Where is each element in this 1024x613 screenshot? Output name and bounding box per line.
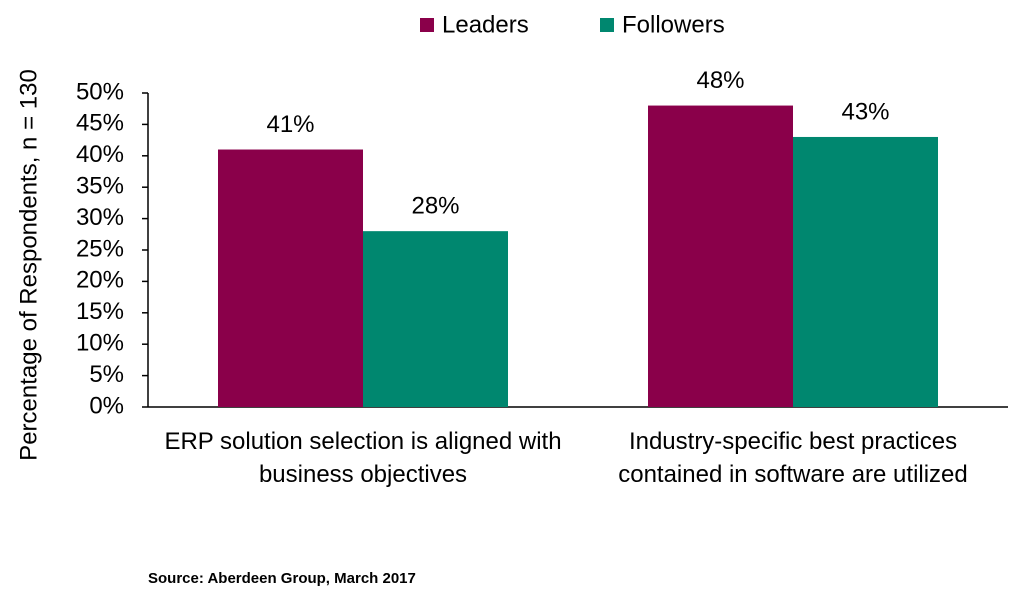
y-tick-label: 10% — [76, 330, 124, 357]
legend-label: Leaders — [442, 11, 529, 38]
bar — [648, 105, 793, 407]
bar — [793, 136, 938, 407]
x-tick-label: Industry-specific best practices contain… — [618, 428, 968, 488]
value-label: 28% — [411, 193, 459, 220]
value-label: 41% — [266, 111, 314, 138]
legend-swatch — [600, 18, 614, 32]
y-tick-label: 30% — [76, 204, 124, 231]
y-tick-label: 0% — [89, 392, 124, 419]
value-label: 48% — [696, 67, 744, 94]
y-tick-label: 15% — [76, 298, 124, 325]
y-tick-label: 25% — [76, 235, 124, 262]
y-tick-label: 5% — [89, 361, 124, 388]
y-tick-label: 50% — [76, 78, 124, 105]
y-tick-label: 45% — [76, 110, 124, 137]
y-tick-label: 40% — [76, 141, 124, 168]
source-note: Source: Aberdeen Group, March 2017 — [148, 570, 416, 587]
legend-label: Followers — [622, 11, 725, 38]
bar — [218, 149, 363, 407]
value-label: 43% — [841, 98, 889, 125]
y-tick-label: 20% — [76, 267, 124, 294]
y-tick-label: 35% — [76, 173, 124, 200]
legend-swatch — [420, 18, 434, 32]
bar — [363, 231, 508, 407]
x-tick-label: ERP solution selection is aligned with b… — [164, 428, 562, 488]
y-axis-title: Percentage of Respondents, n = 130 — [15, 69, 42, 461]
